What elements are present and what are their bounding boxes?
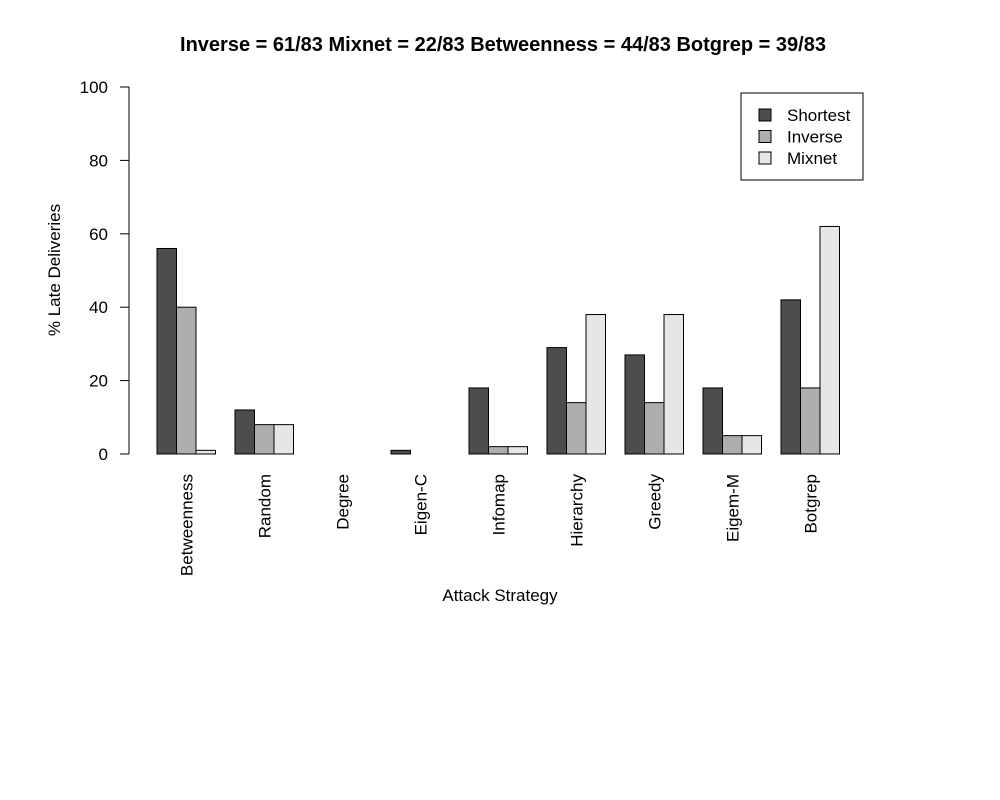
bar-mixnet-eigem-m (741, 435, 762, 455)
bar-inverse-betweenness (176, 306, 197, 455)
bar-inverse-infomap (488, 446, 509, 455)
y-tick-label: 100 (80, 78, 108, 97)
bar-mixnet-betweenness (195, 449, 216, 455)
legend-swatch-shortest (758, 108, 772, 122)
legend-swatch-inverse (758, 130, 772, 143)
bar-mixnet-botgrep (819, 225, 840, 455)
legend-label-shortest: Shortest (787, 106, 851, 125)
legend-label-mixnet: Mixnet (787, 149, 837, 168)
x-tick-label: Greedy (645, 474, 664, 530)
x-axis-label: Attack Strategy (442, 586, 558, 605)
legend: Shortest Inverse Mixnet (740, 92, 864, 181)
bar-mixnet-random (273, 424, 294, 455)
chart-title: Inverse = 61/83 Mixnet = 22/83 Betweenne… (180, 34, 826, 56)
bar-shortest-botgrep (780, 299, 801, 455)
bar-inverse-hierarchy (566, 402, 587, 455)
y-tick-label: 20 (89, 372, 108, 391)
x-tick-label: Degree (333, 474, 352, 530)
bar-shortest-random (234, 409, 255, 455)
bar-shortest-betweenness (156, 247, 177, 455)
bar-shortest-infomap (468, 387, 489, 455)
y-tick-label: 0 (99, 445, 108, 464)
y-tick-label: 40 (89, 298, 108, 317)
bar-inverse-eigem-m (722, 435, 743, 455)
bar-mixnet-infomap (507, 446, 528, 455)
x-tick-label: Betweenness (177, 474, 196, 576)
legend-swatch-mixnet (758, 151, 772, 165)
y-tick-label: 60 (89, 225, 108, 244)
y-axis: 0 20 40 60 80 100 (80, 78, 130, 464)
x-axis-tick-labels: Betweenness Random Degree Eigen-C Infomap Hie… (177, 474, 820, 577)
bar-mixnet-hierarchy (585, 314, 606, 455)
y-tick-label: 80 (89, 151, 108, 170)
x-tick-label: Botgrep (801, 474, 820, 534)
x-tick-label: Eigem-M (723, 474, 742, 542)
legend-box (740, 92, 864, 181)
legend-label-inverse: Inverse (787, 128, 843, 147)
bar-inverse-greedy (644, 402, 665, 455)
bar-shortest-hierarchy (546, 347, 567, 455)
x-tick-label: Hierarchy (567, 474, 586, 547)
bar-inverse-random (254, 424, 275, 455)
x-tick-label: Eigen-C (411, 474, 430, 535)
bar-inverse-botgrep (800, 387, 821, 455)
bar-shortest-greedy (624, 354, 645, 455)
bar-mixnet-greedy (663, 314, 684, 455)
x-tick-label: Infomap (489, 474, 508, 535)
x-tick-label: Random (255, 474, 274, 538)
bar-shortest-eigen-c (390, 449, 411, 455)
y-axis-label: % Late Deliveries (45, 204, 64, 336)
bars-group (156, 225, 840, 455)
bar-shortest-eigem-m (702, 387, 723, 455)
